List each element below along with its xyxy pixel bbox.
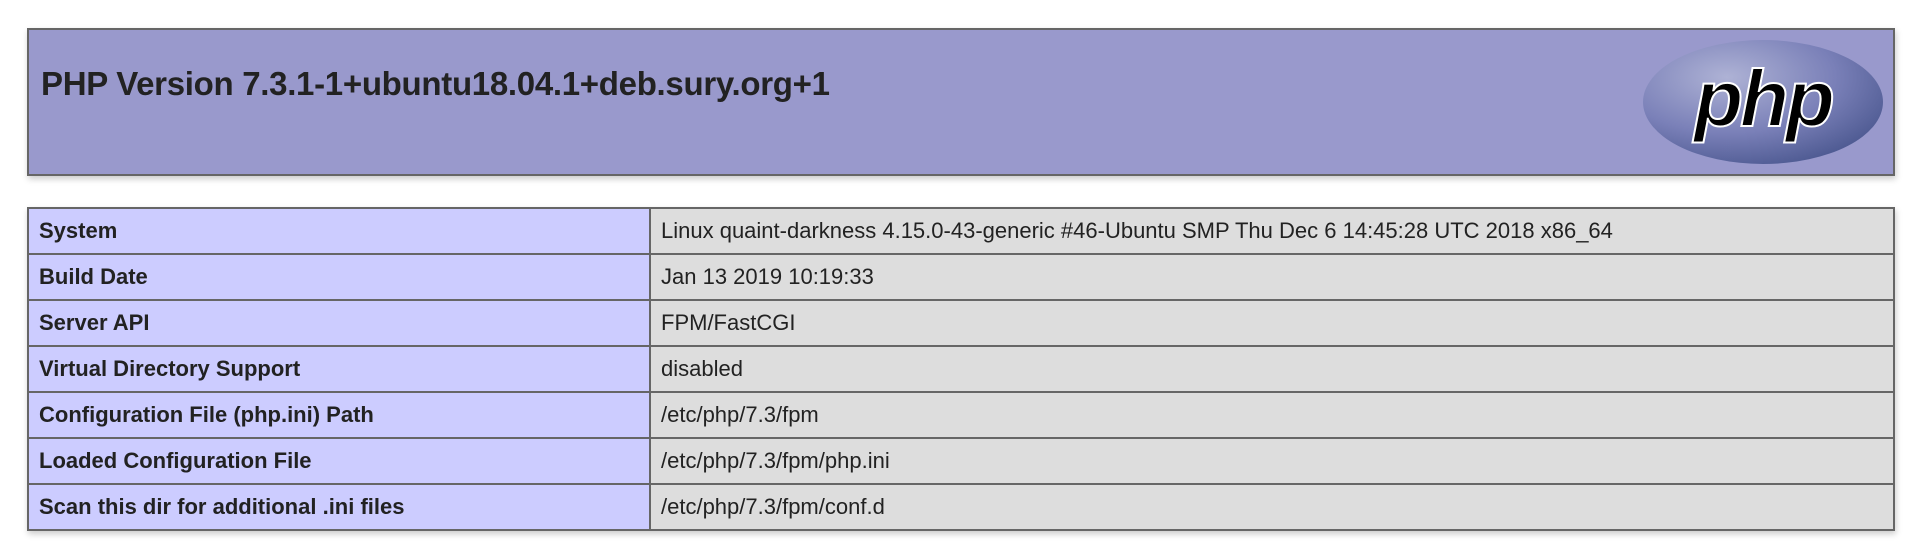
- phpinfo-header: PHP Version 7.3.1-1+ubuntu18.04.1+deb.su…: [27, 28, 1895, 176]
- row-value: FPM/FastCGI: [649, 299, 1895, 347]
- row-label: Build Date: [27, 253, 651, 301]
- row-label: Loaded Configuration File: [27, 437, 651, 485]
- table-row: Scan this dir for additional .ini files /…: [27, 483, 1895, 531]
- row-value: /etc/php/7.3/fpm/conf.d: [649, 483, 1895, 531]
- row-label: Scan this dir for additional .ini files: [27, 483, 651, 531]
- info-table: System Linux quaint-darkness 4.15.0-43-ge…: [27, 207, 1895, 531]
- row-value: /etc/php/7.3/fpm/php.ini: [649, 437, 1895, 485]
- page-title: PHP Version 7.3.1-1+ubuntu18.04.1+deb.su…: [41, 65, 830, 102]
- table-row: Configuration File (php.ini) Path/etc/ph…: [27, 391, 1895, 439]
- row-value: disabled: [649, 345, 1895, 393]
- php-logo-icon[interactable]: php: [1641, 38, 1885, 166]
- row-value: Linux quaint-darkness 4.15.0-43-generic …: [649, 207, 1895, 255]
- table-row: Virtual Directory Support disabled: [27, 345, 1895, 393]
- row-label: System: [27, 207, 651, 255]
- svg-text:php: php: [1692, 54, 1833, 143]
- table-row: System Linux quaint-darkness 4.15.0-43-ge…: [27, 207, 1895, 255]
- table-row: Server API FPM/FastCGI: [27, 299, 1895, 347]
- row-label: Virtual Directory Support: [27, 345, 651, 393]
- row-label: Configuration File (php.ini) Path: [27, 391, 651, 439]
- table-row: Build Date Jan 13 2019 10:19:33: [27, 253, 1895, 301]
- table-row: Loaded Configuration File/etc/php/7.3/fp…: [27, 437, 1895, 485]
- row-value: Jan 13 2019 10:19:33: [649, 253, 1895, 301]
- row-label: Server API: [27, 299, 651, 347]
- row-value: /etc/php/7.3/fpm: [649, 391, 1895, 439]
